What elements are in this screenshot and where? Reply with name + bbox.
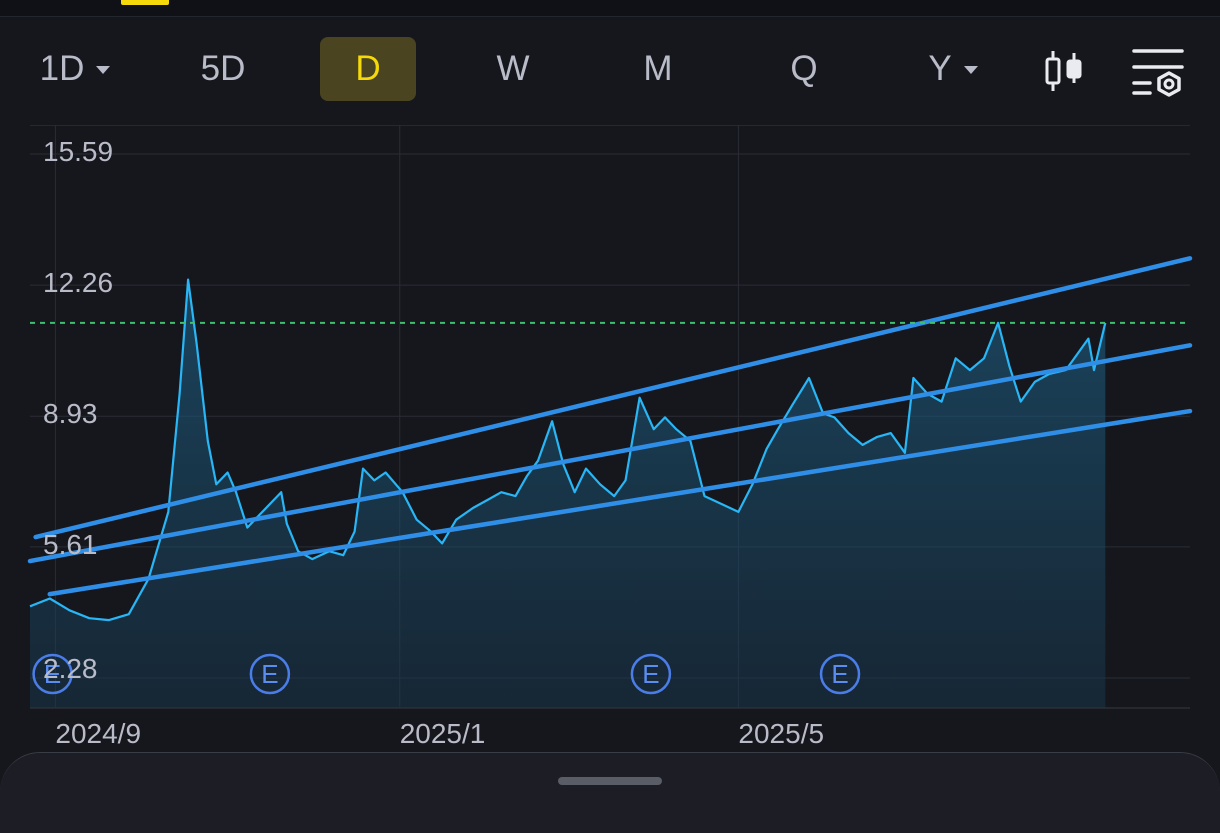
- timeframe-q[interactable]: Q: [756, 37, 852, 101]
- earnings-marker[interactable]: E: [249, 653, 291, 695]
- x-tick-label: 2024/9: [55, 718, 142, 749]
- earnings-marker[interactable]: E: [32, 653, 73, 695]
- earnings-marker-label: E: [831, 659, 848, 689]
- timeframe-label: Y: [928, 49, 952, 88]
- active-tab-indicator: [121, 0, 169, 5]
- x-tick-label: 2025/1: [399, 718, 486, 749]
- timeframe-toolbar: 1D 5D D W M Q Y: [0, 17, 1220, 125]
- y-tick-label: 12.26: [43, 267, 114, 299]
- x-tick-label: 2025/5: [738, 718, 825, 749]
- timeframe-label: D: [355, 49, 381, 88]
- top-bar: [0, 0, 1220, 17]
- earnings-marker-ring: [249, 653, 291, 695]
- earnings-marker-label: E: [261, 659, 278, 689]
- price-area-fill: [30, 279, 1106, 708]
- timeframe-label: Q: [790, 49, 818, 88]
- earnings-marker-label: E: [44, 659, 61, 689]
- drag-handle[interactable]: [558, 777, 662, 785]
- bottom-sheet[interactable]: [0, 752, 1220, 833]
- chart-settings-icon[interactable]: [1130, 45, 1186, 101]
- timeframe-label: 5D: [200, 49, 246, 88]
- price-line: [29, 278, 1107, 622]
- earnings-marker[interactable]: E: [630, 653, 672, 695]
- price-chart[interactable]: E E E E 15.59 12.26 8.93 5.61 2.28 2024/9 2025/1…: [0, 124, 1220, 755]
- y-tick-label: 5.61: [43, 528, 98, 560]
- earnings-marker[interactable]: E: [819, 653, 861, 695]
- timeframe-m[interactable]: M: [610, 37, 706, 101]
- y-tick-label: 8.93: [43, 398, 98, 430]
- timeframe-label: 1D: [39, 49, 85, 88]
- timeframe-y[interactable]: Y: [905, 37, 1001, 101]
- earnings-marker-label: E: [642, 659, 659, 689]
- timeframe-label: W: [496, 49, 530, 88]
- timeframe-w[interactable]: W: [465, 37, 561, 101]
- y-tick-label: 2.28: [43, 653, 98, 684]
- trendline-2: [27, 343, 1193, 564]
- trendline-3: [47, 408, 1193, 597]
- chevron-down-icon: [96, 66, 111, 74]
- timeframe-5d[interactable]: 5D: [175, 37, 271, 101]
- trendline-1: [33, 256, 1193, 540]
- timeframe-d[interactable]: D: [320, 37, 416, 101]
- earnings-marker-ring: [819, 653, 861, 695]
- timeframe-1d[interactable]: 1D: [30, 37, 120, 101]
- timeframe-label: M: [643, 49, 673, 88]
- earnings-marker-ring: [630, 653, 672, 695]
- y-tick-label: 15.59: [43, 136, 114, 167]
- earnings-marker-ring: [32, 653, 73, 695]
- chevron-down-icon: [963, 66, 978, 74]
- candlestick-chart-icon[interactable]: [1040, 47, 1088, 95]
